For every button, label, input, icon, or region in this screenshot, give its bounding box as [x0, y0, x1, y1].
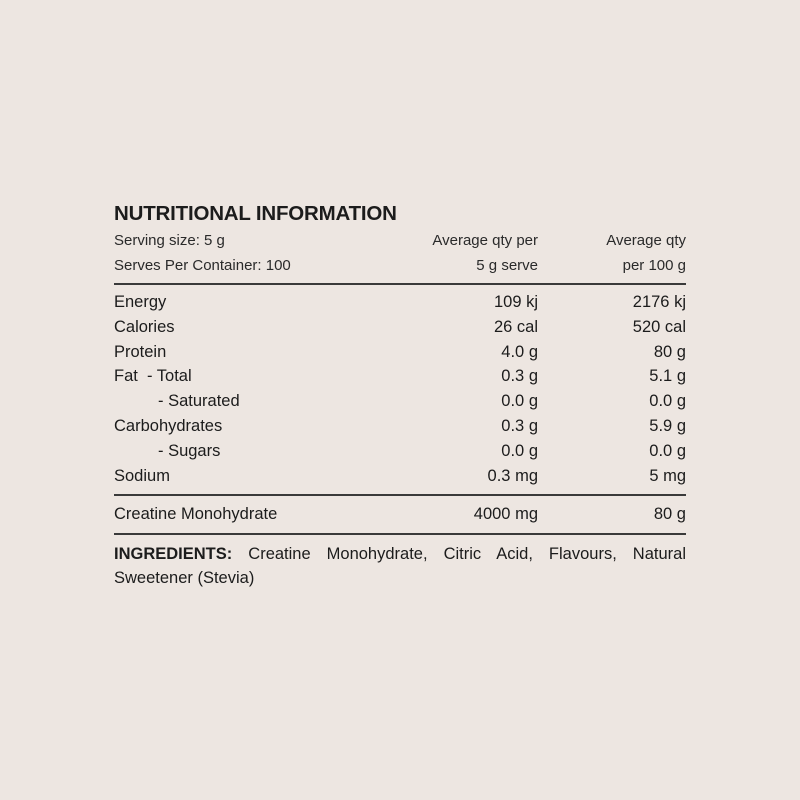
per-serve-value: 0.0 g	[501, 441, 538, 460]
header-row-2: Serves Per Container: 100 5 g serve per …	[114, 253, 686, 278]
table-row: Energy 109 kj 2176 kj	[114, 290, 686, 315]
per-100g-value: 5.9 g	[649, 416, 686, 435]
per-serve-value: 109 kj	[493, 293, 538, 311]
nutrient-label: Carbohydrates	[114, 416, 223, 435]
per-100g-header: Average qty	[606, 232, 686, 249]
nutrient-table: Energy 109 kj 2176 kj Calories 26 cal 520 cal…	[114, 290, 686, 488]
active-ingredient-row: Creatine Monohydrate 4000 mg 80 g	[114, 502, 686, 527]
per-100g-value: 2176 kj	[632, 293, 686, 311]
serves-per-container: Serves Per Container: 100	[114, 257, 291, 274]
nutrient-label: Sodium	[114, 466, 170, 485]
per-serve-value: 0.3 g	[501, 416, 538, 435]
nutrient-label: Fat - Total	[114, 367, 192, 386]
table-row: Carbohydrates 0.3 g 5.9 g	[114, 414, 686, 439]
divider	[114, 533, 686, 536]
table-row: Calories 26 cal 520 cal	[114, 315, 686, 340]
ingredients-label: INGREDIENTS:	[114, 545, 233, 564]
panel-title: NUTRITIONAL INFORMATION	[114, 202, 397, 225]
per-serve-value: 4.0 g	[501, 342, 538, 361]
per-serve-value: 0.3 mg	[487, 466, 538, 485]
per-serve-value: 0.0 g	[501, 392, 538, 411]
nutrient-label: Protein	[114, 342, 167, 361]
ingredients-text: Creatine Monohydrate, Citric Acid, Flavo…	[114, 545, 686, 588]
per-100g-value: 0.0 g	[649, 441, 686, 460]
divider	[114, 283, 686, 285]
ingredients: INGREDIENTS: Creatine Monohydrate, Citri…	[114, 542, 686, 590]
per-100g-value: 80 g	[653, 505, 686, 524]
per-100g-value: 5 mg	[649, 466, 686, 485]
per-serve-header: Average qty per	[432, 232, 538, 249]
per-serve-value: 26 cal	[493, 317, 538, 336]
per-100g-header-2: per 100 g	[622, 257, 686, 274]
divider	[114, 494, 686, 497]
table-row: Protein 4.0 g 80 g	[114, 340, 686, 365]
table-row: Sodium 0.3 mg 5 mg	[114, 464, 686, 489]
table-row: - Saturated 0.0 g 0.0 g	[114, 389, 686, 414]
nutrient-label: Creatine Monohydrate	[114, 505, 278, 524]
per-serve-header-2: 5 g serve	[476, 257, 538, 274]
table-row: - Sugars 0.0 g 0.0 g	[114, 439, 686, 464]
per-serve-value: 4000 mg	[473, 505, 538, 524]
nutrient-label: Energy	[114, 293, 167, 311]
nutrition-panel: NUTRITIONAL INFORMATION Serving size: 5 …	[114, 200, 686, 590]
serving-size: Serving size: 5 g	[114, 232, 225, 249]
per-100g-value: 5.1 g	[649, 367, 686, 386]
header-row-1: Serving size: 5 g Average qty per Averag…	[114, 228, 686, 253]
table-row: Fat - Total 0.3 g 5.1 g	[114, 364, 686, 389]
per-100g-value: 0.0 g	[649, 392, 686, 411]
nutrient-label: Calories	[114, 317, 175, 336]
per-serve-value: 0.3 g	[501, 367, 538, 386]
per-100g-value: 80 g	[653, 342, 686, 361]
nutrient-label: - Saturated	[158, 392, 240, 411]
per-100g-value: 520 cal	[632, 317, 686, 336]
nutrient-label: - Sugars	[158, 441, 221, 460]
